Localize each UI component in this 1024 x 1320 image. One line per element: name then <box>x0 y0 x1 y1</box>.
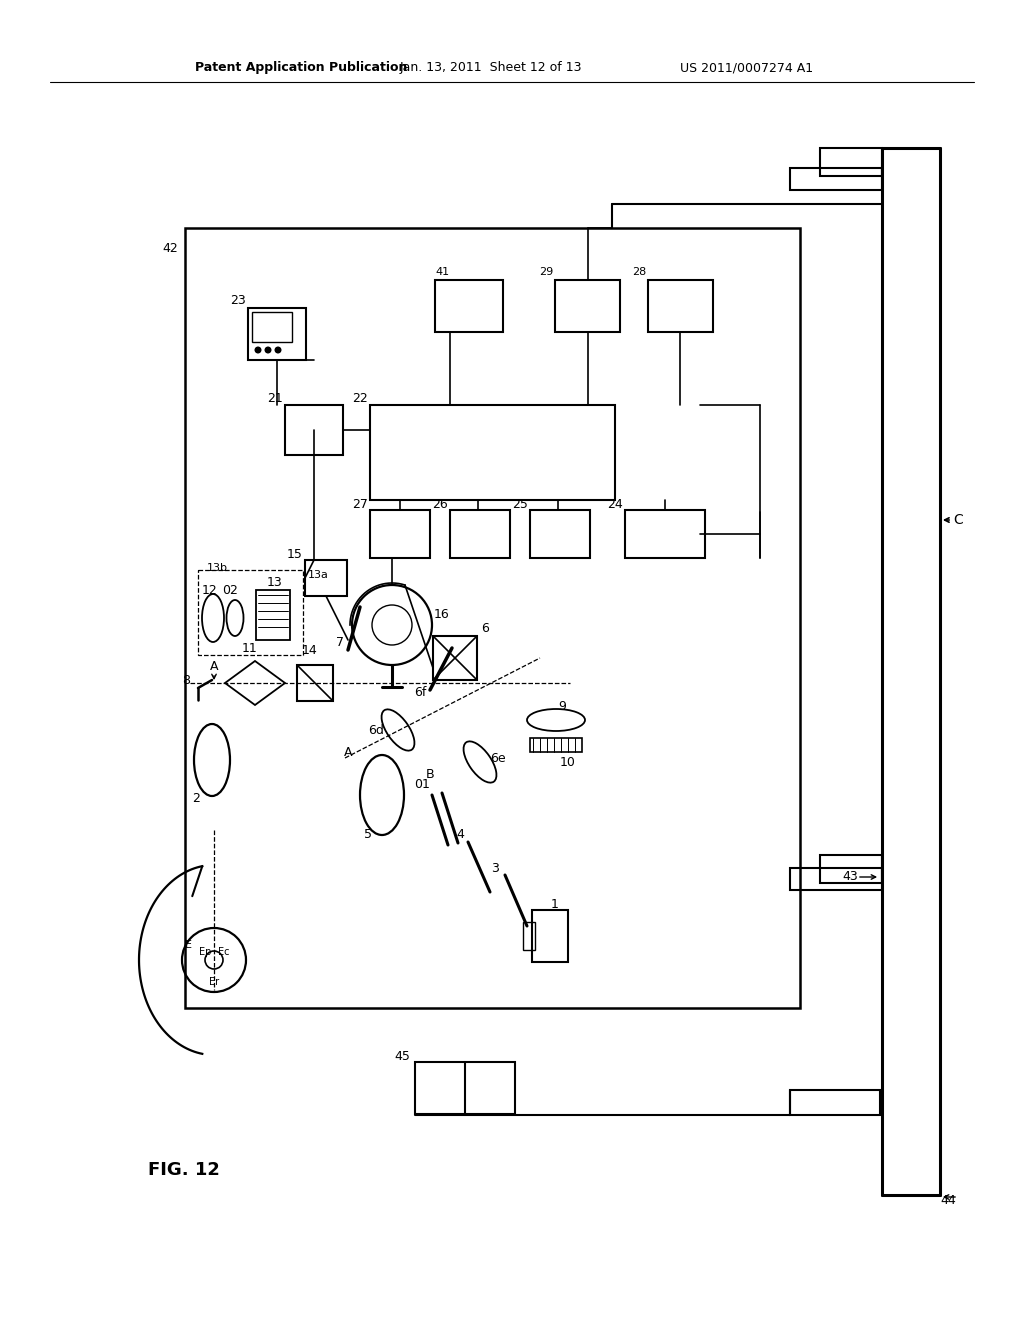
Bar <box>305 560 347 597</box>
Text: 13b: 13b <box>207 564 228 573</box>
Bar <box>297 665 333 701</box>
Text: 41: 41 <box>435 267 450 277</box>
Text: 24: 24 <box>607 498 623 511</box>
Text: 6: 6 <box>481 622 488 635</box>
Text: 28: 28 <box>632 267 646 277</box>
Text: 4: 4 <box>456 829 464 842</box>
Text: 9: 9 <box>558 700 566 713</box>
Bar <box>530 738 582 752</box>
Text: 25: 25 <box>512 498 528 511</box>
Bar <box>790 168 882 190</box>
Text: Patent Application Publication: Patent Application Publication <box>195 62 408 74</box>
Text: 27: 27 <box>352 498 368 511</box>
Bar <box>370 510 430 558</box>
Bar <box>285 405 343 455</box>
Text: B: B <box>426 768 434 781</box>
Text: 42: 42 <box>162 242 178 255</box>
Bar <box>415 1063 515 1114</box>
Bar <box>790 869 882 890</box>
Text: 7: 7 <box>336 636 344 649</box>
Text: 11: 11 <box>242 642 258 655</box>
Bar <box>370 405 615 500</box>
Text: US 2011/0007274 A1: US 2011/0007274 A1 <box>680 62 813 74</box>
Text: 13a: 13a <box>308 570 329 579</box>
Bar <box>185 228 800 1008</box>
Bar <box>530 510 590 558</box>
Text: A: A <box>343 746 352 759</box>
Bar <box>555 280 620 333</box>
Text: 12: 12 <box>202 583 218 597</box>
Text: 44: 44 <box>940 1193 955 1206</box>
Text: 26: 26 <box>432 498 449 511</box>
Text: Ec: Ec <box>218 946 229 957</box>
Bar <box>648 280 713 333</box>
Circle shape <box>255 346 261 354</box>
Bar <box>625 510 705 558</box>
Bar <box>820 148 882 176</box>
Text: Jan. 13, 2011  Sheet 12 of 13: Jan. 13, 2011 Sheet 12 of 13 <box>400 62 583 74</box>
Text: 3: 3 <box>492 862 499 874</box>
Text: 10: 10 <box>560 755 575 768</box>
Text: Er: Er <box>209 977 219 987</box>
Circle shape <box>274 346 282 354</box>
Text: 02: 02 <box>222 583 238 597</box>
Bar <box>256 590 290 640</box>
Text: E: E <box>185 940 193 950</box>
Bar <box>820 855 882 883</box>
Bar <box>252 312 292 342</box>
Text: 21: 21 <box>267 392 283 404</box>
Bar <box>435 280 503 333</box>
Text: 43: 43 <box>843 870 858 883</box>
Bar <box>790 1090 880 1115</box>
Text: C: C <box>953 513 963 527</box>
Bar <box>198 570 303 655</box>
Text: Ep: Ep <box>199 946 211 957</box>
Text: 23: 23 <box>230 293 246 306</box>
Text: 6e: 6e <box>490 751 506 764</box>
Text: 22: 22 <box>352 392 368 404</box>
Text: 13: 13 <box>267 576 283 589</box>
Text: 16: 16 <box>434 609 450 622</box>
Text: 2: 2 <box>193 792 200 804</box>
Text: 6f: 6f <box>414 685 426 698</box>
Text: 29: 29 <box>539 267 553 277</box>
Bar <box>523 921 535 950</box>
Text: 45: 45 <box>394 1049 410 1063</box>
Text: A: A <box>210 660 218 673</box>
Circle shape <box>264 346 271 354</box>
Text: FIG. 12: FIG. 12 <box>148 1162 220 1179</box>
Bar <box>532 909 568 962</box>
Bar <box>248 308 306 360</box>
Bar <box>450 510 510 558</box>
Text: 14: 14 <box>302 644 317 657</box>
Text: 5: 5 <box>364 829 372 842</box>
Text: 1: 1 <box>551 898 559 911</box>
Bar <box>433 636 477 680</box>
Text: 15: 15 <box>287 548 303 561</box>
Text: 8: 8 <box>182 673 190 686</box>
Text: 01: 01 <box>414 779 430 792</box>
Text: 6d: 6d <box>368 723 384 737</box>
